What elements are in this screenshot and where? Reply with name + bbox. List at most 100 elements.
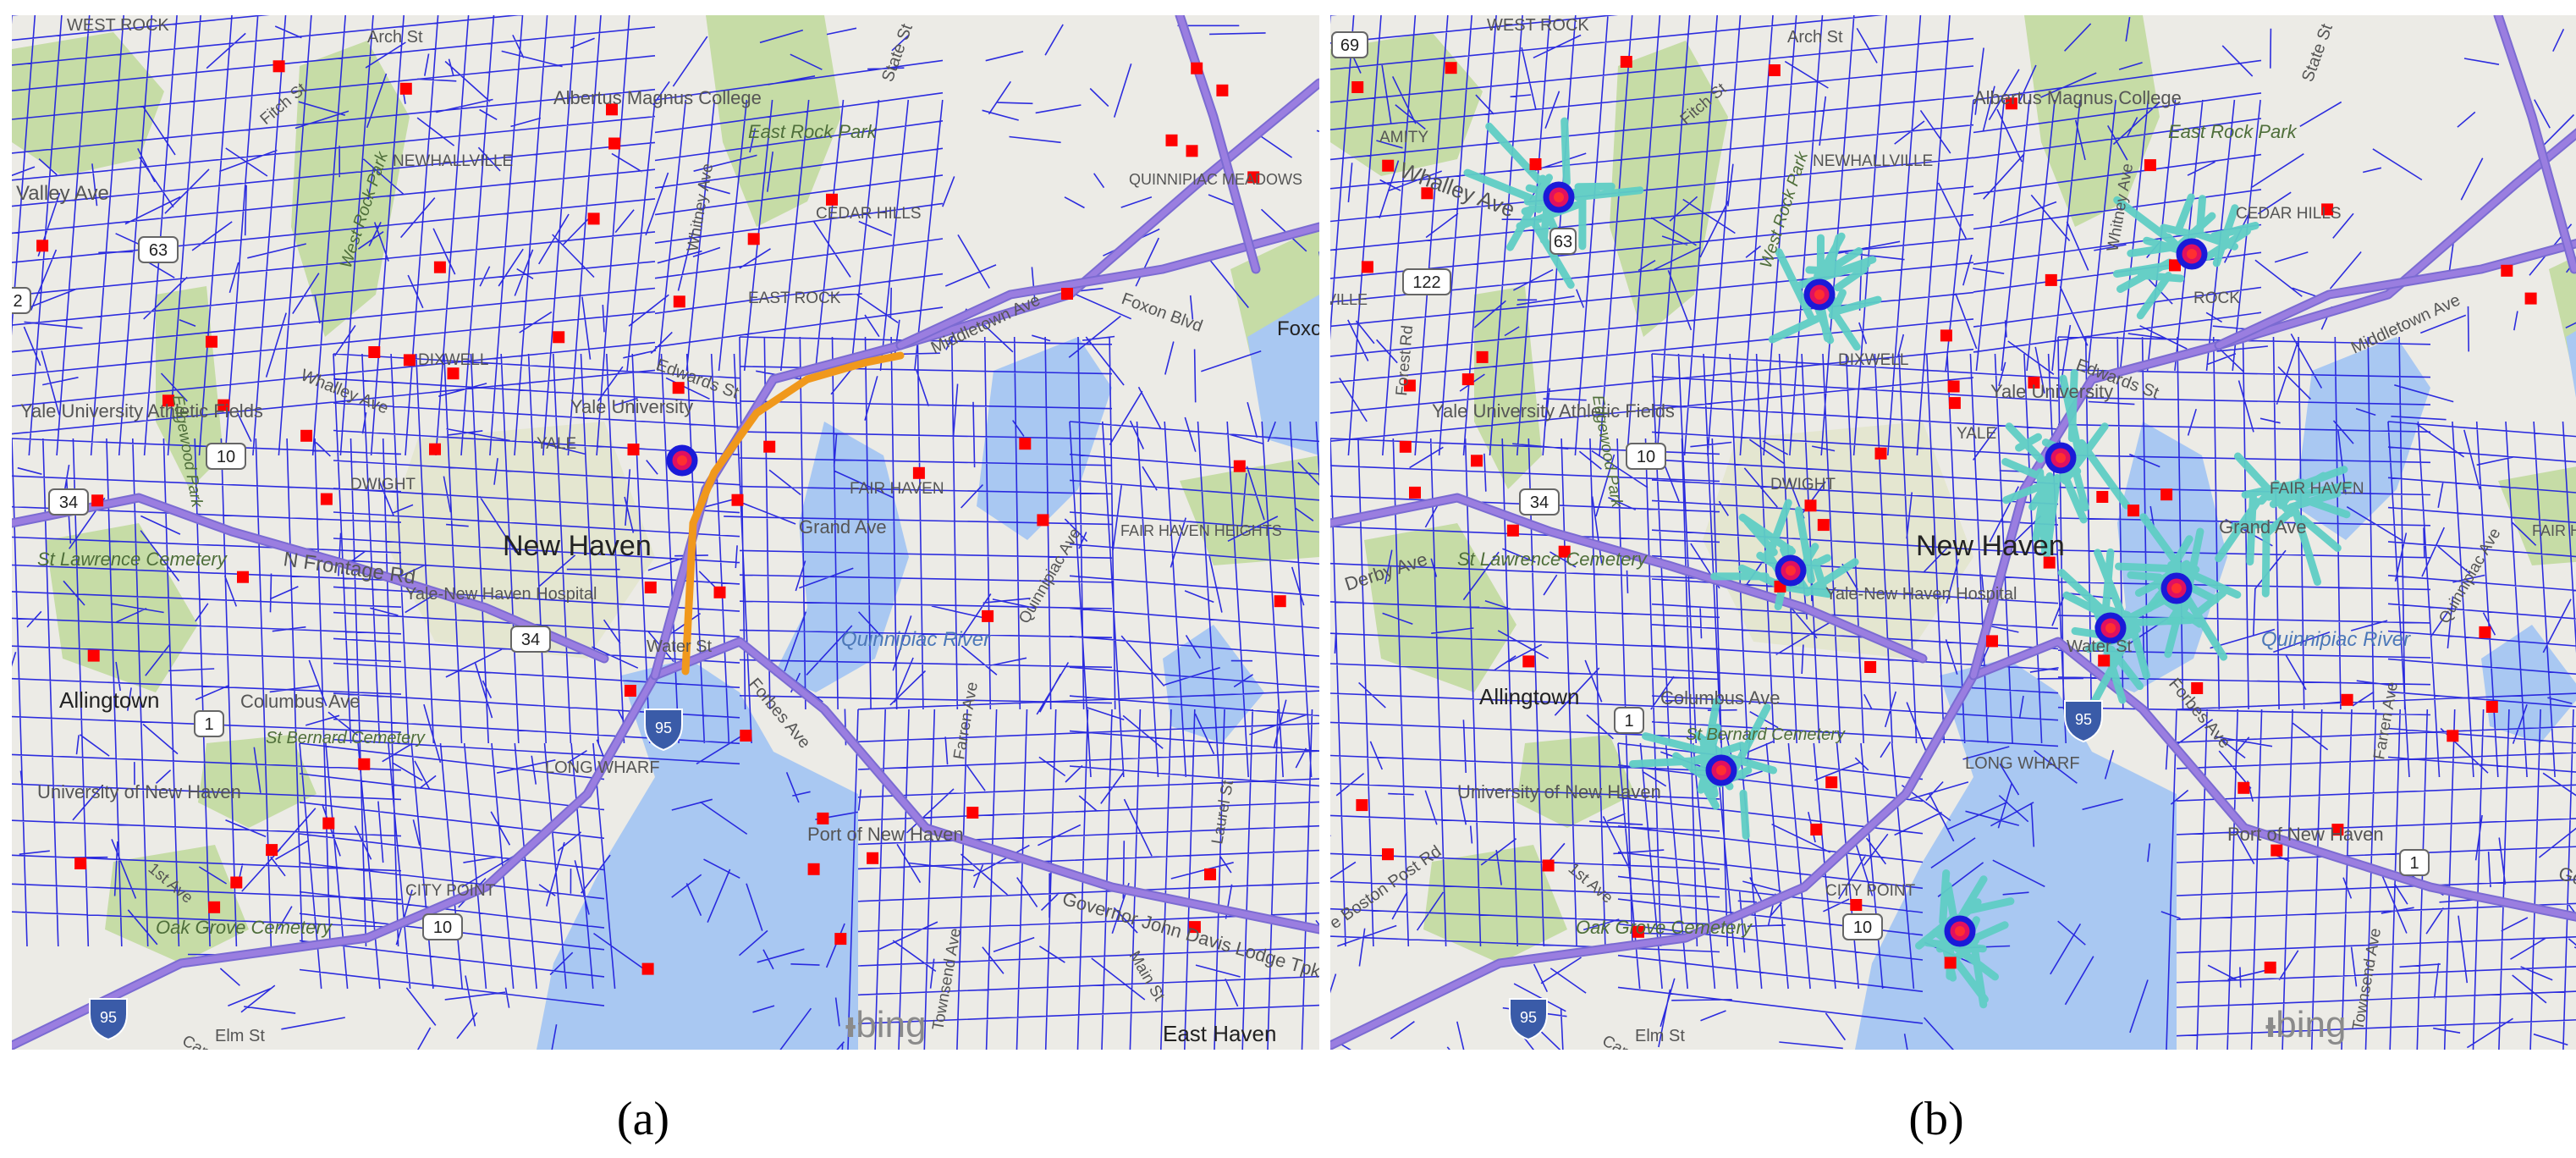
label-westrock: WEST ROCK xyxy=(67,16,169,35)
demand-point xyxy=(747,233,760,245)
demand-point xyxy=(553,331,565,344)
demand-point xyxy=(2096,491,2109,503)
demand-point xyxy=(206,335,217,348)
svg-text:95: 95 xyxy=(100,1009,117,1026)
demand-point xyxy=(1399,440,1412,453)
svg-text:10: 10 xyxy=(217,448,235,466)
facility-core xyxy=(2187,249,2197,259)
demand-point xyxy=(1632,925,1644,938)
svg-text:1: 1 xyxy=(204,715,213,734)
demand-point xyxy=(1529,158,1542,170)
label-cedarhills: CEDAR HILLS xyxy=(2236,205,2342,223)
demand-point xyxy=(817,812,829,824)
facility-core xyxy=(2105,623,2116,633)
shield-1: 1 xyxy=(194,710,224,737)
demand-point xyxy=(1476,350,1489,363)
label-allingtown: Allingtown xyxy=(59,687,160,713)
label-yaleathletic: Yale University Athletic Fields xyxy=(20,400,263,422)
water-area xyxy=(1855,659,2177,1050)
highway-line xyxy=(12,494,608,662)
svg-text:34: 34 xyxy=(521,631,540,649)
label-elmst: Elm St xyxy=(1635,1027,1685,1045)
coverage-area xyxy=(1768,232,1882,351)
demand-point xyxy=(1382,159,1395,172)
label-longwharf: LONG WHARF xyxy=(1965,754,2080,773)
label-portofnewhaven: Port of New Haven xyxy=(807,824,964,845)
highway-line xyxy=(2215,240,2576,349)
label-eastrockpark: East Rock Park xyxy=(2168,121,2298,142)
label-dwight: DWIGHT xyxy=(350,476,416,494)
demand-point xyxy=(217,399,230,411)
label-valleyave: Valley Ave xyxy=(16,182,109,205)
park-area xyxy=(46,523,198,692)
shield-95-south: 95 xyxy=(89,998,128,1041)
demand-point xyxy=(1445,62,1457,74)
shield-95-south: 95 xyxy=(1509,998,1548,1041)
svg-text:10: 10 xyxy=(433,918,452,937)
label-citypoint: CITY POINT xyxy=(405,882,496,900)
label-waterst: Water St xyxy=(647,637,712,656)
demand-point xyxy=(1274,595,1286,608)
demand-point xyxy=(2169,259,2181,272)
demand-point xyxy=(1216,84,1229,96)
label-firstave: 1st Ave xyxy=(1565,860,1616,907)
label-yaleathletic: Yale University Athletic Fields xyxy=(1432,400,1675,422)
svg-text:10: 10 xyxy=(1637,448,1655,466)
demand-point xyxy=(2144,159,2156,172)
map-panel-b[interactable]: New Haven WEST ROCK Arch St State St Alb… xyxy=(1330,15,2576,1050)
demand-point xyxy=(1944,957,1957,969)
demand-point xyxy=(2264,962,2276,973)
demand-point xyxy=(912,466,925,479)
map-panel-a[interactable]: New Haven WEST ROCK Arch St State St Alb… xyxy=(12,15,1319,1050)
label-allingtown: Allingtown xyxy=(1479,684,1580,709)
label-hospital: Yale-New Haven Hospital xyxy=(405,585,597,604)
demand-point xyxy=(1461,373,1474,386)
demand-point xyxy=(606,103,618,116)
demand-point xyxy=(1188,921,1201,934)
coverage-area xyxy=(2001,369,2131,559)
svg-text:63: 63 xyxy=(149,241,168,260)
map-canvas-b[interactable]: New Haven WEST ROCK Arch St State St Alb… xyxy=(1330,15,2576,1050)
label-fairhavenheights: FAIR HAVEN HEIGHTS xyxy=(2532,522,2576,539)
facility-core xyxy=(677,455,687,466)
demand-point xyxy=(1825,776,1838,789)
demand-point xyxy=(368,346,381,358)
label-yale: YALE xyxy=(537,435,576,453)
demand-point xyxy=(807,863,820,875)
demand-point xyxy=(2005,97,2017,110)
demand-point xyxy=(2524,292,2537,305)
label-newhallville: NEWHALLVILLE xyxy=(1813,152,1933,170)
demand-point xyxy=(1947,380,1960,393)
demand-point xyxy=(1019,438,1032,450)
svg-text:1: 1 xyxy=(1624,712,1633,731)
label-city: New Haven xyxy=(503,530,652,562)
demand-point xyxy=(1986,635,1998,648)
park-area xyxy=(1364,523,1516,692)
demand-point xyxy=(36,240,49,252)
demand-point xyxy=(731,494,744,506)
route-a xyxy=(681,351,905,676)
facility-core xyxy=(2056,453,2066,463)
demand-point xyxy=(1421,187,1434,200)
label-oakgrove: Oak Grove Cemetery xyxy=(156,917,333,938)
label-yaleu: Yale University xyxy=(1990,381,2113,402)
svg-text:1: 1 xyxy=(2409,854,2419,873)
label-albertus: Albertus Magnus College xyxy=(553,87,762,108)
demand-point xyxy=(982,609,994,622)
demand-point xyxy=(1804,499,1817,512)
label-foxon: Foxo xyxy=(1277,317,1319,340)
demand-point xyxy=(403,354,416,367)
label-dwight: DWIGHT xyxy=(1770,476,1836,494)
label-whitneyave: Whitney Ave xyxy=(684,163,717,253)
demand-point xyxy=(429,443,441,455)
map-canvas-a[interactable]: New Haven WEST ROCK Arch St State St Alb… xyxy=(12,15,1319,1050)
label-grandave: Grand Ave xyxy=(2219,516,2307,538)
label-yaleu: Yale University xyxy=(570,396,693,417)
label-hospital: Yale-New Haven Hospital xyxy=(1825,585,2017,604)
label-stbernard: St Bernard Cemetery xyxy=(266,729,426,747)
label-columbusave: Columbus Ave xyxy=(1660,687,1780,709)
water-area xyxy=(2566,330,2576,398)
facilities-b xyxy=(1543,181,2208,947)
demand-point xyxy=(1165,134,1178,146)
svg-text:95: 95 xyxy=(655,720,672,736)
